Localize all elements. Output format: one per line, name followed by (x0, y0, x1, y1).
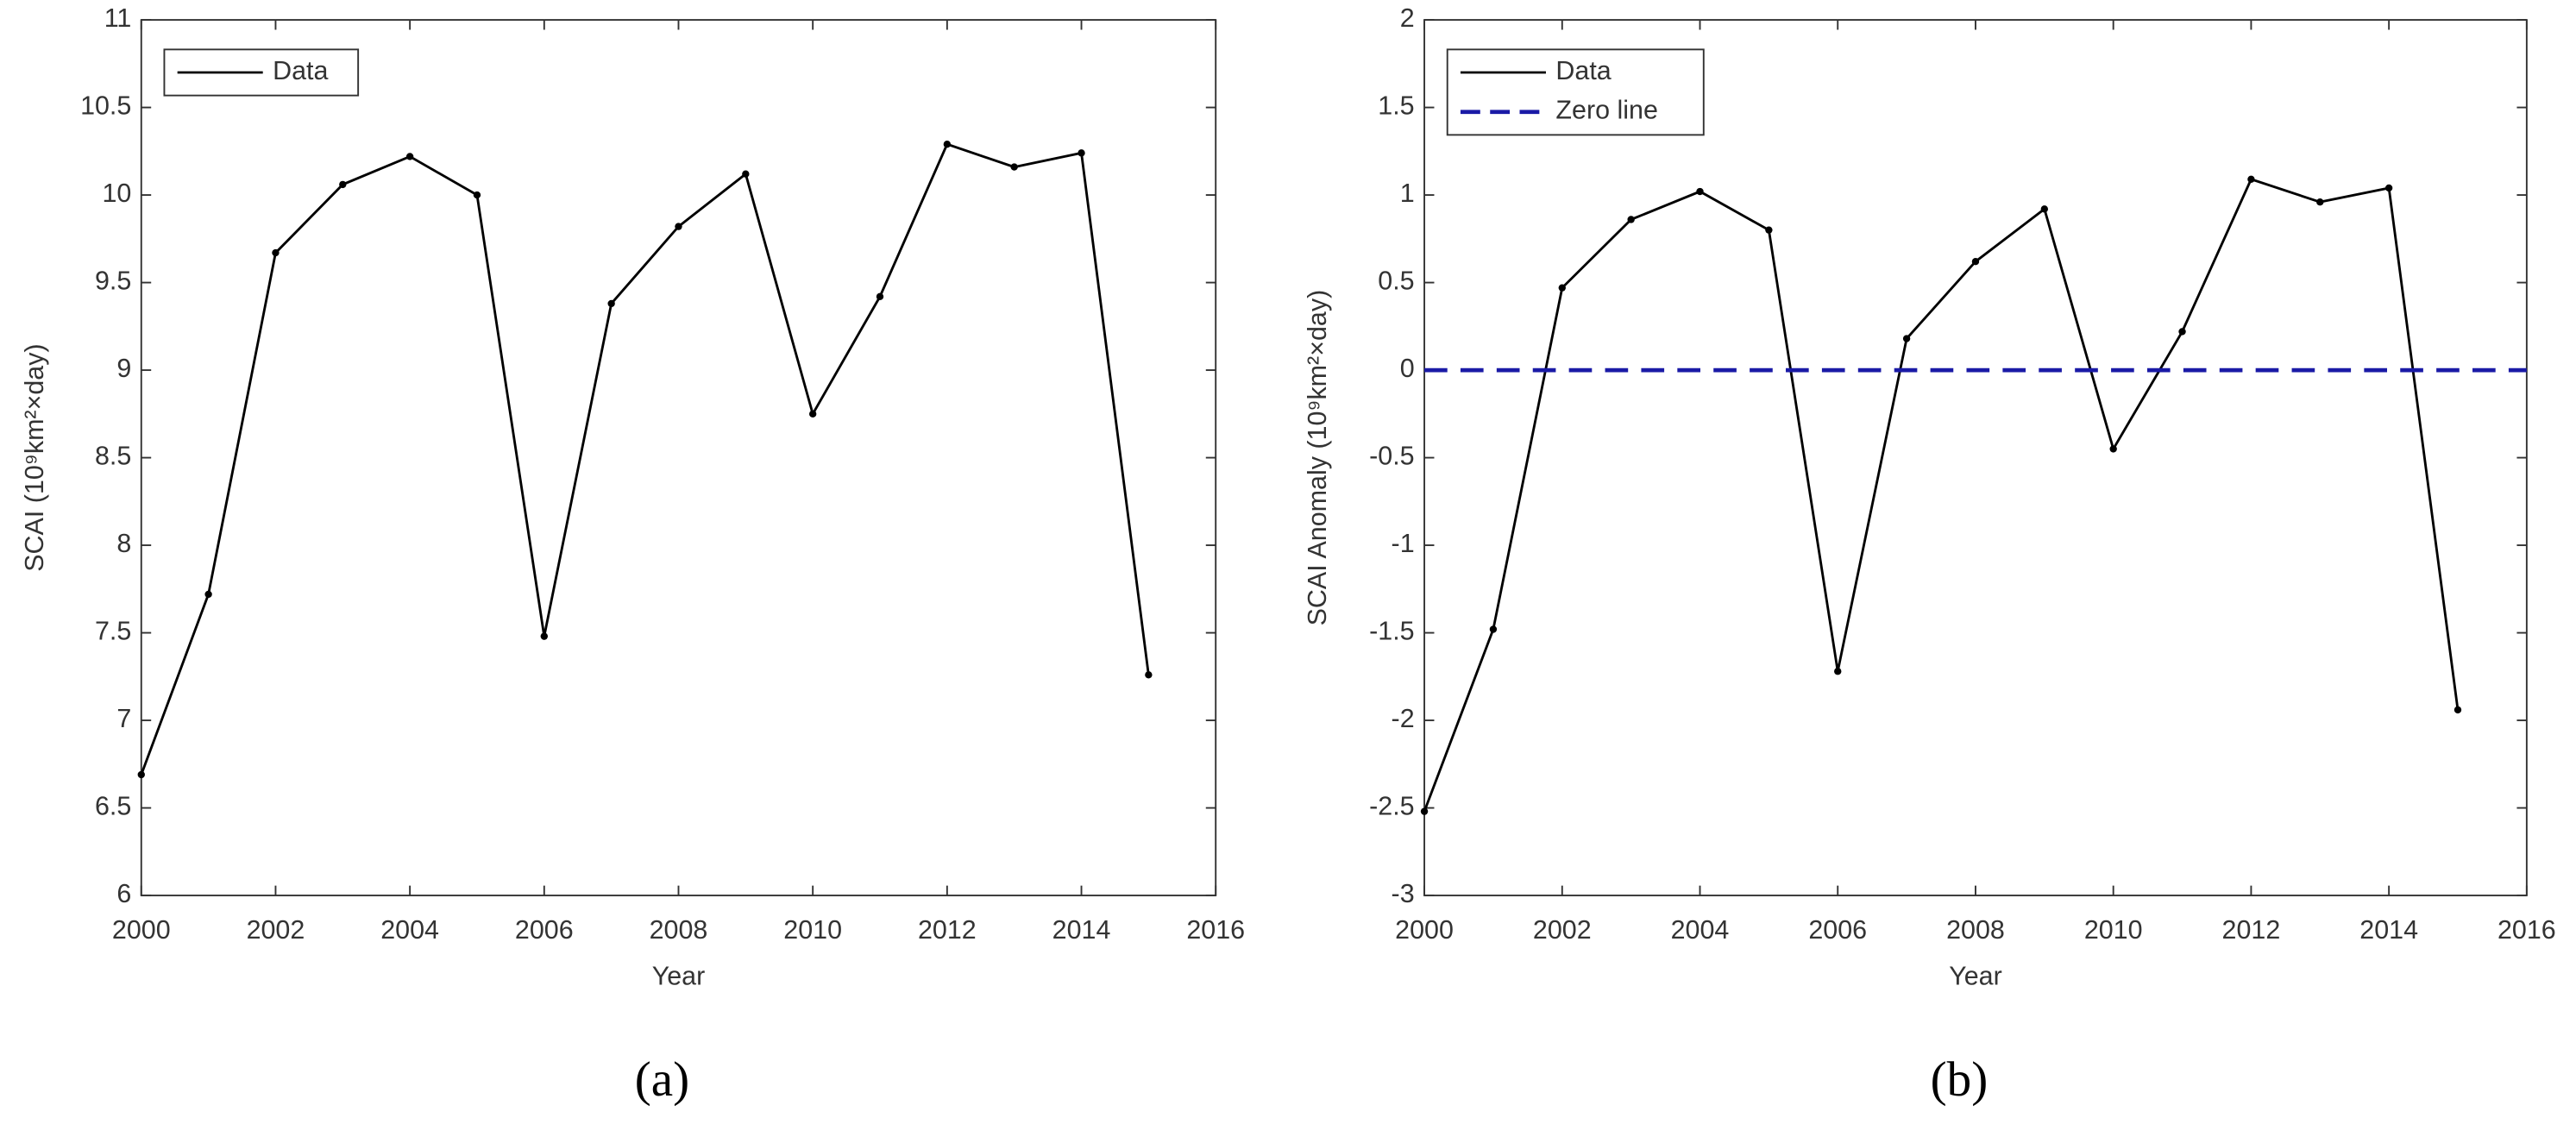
panel-label: (b) (1931, 1052, 1989, 1107)
data-point (1558, 284, 1566, 292)
x-tick-label: 2004 (380, 915, 439, 945)
x-tick-label: 2000 (1395, 915, 1454, 945)
x-tick-label: 2006 (1808, 915, 1867, 945)
y-tick-label: 9 (116, 354, 131, 383)
data-point (137, 770, 145, 779)
y-tick-label: 1 (1400, 179, 1415, 208)
data-point (808, 410, 817, 418)
data-point (1420, 807, 1429, 815)
data-point (876, 292, 884, 301)
data-point (1145, 671, 1153, 679)
panel-label: (a) (635, 1052, 689, 1107)
data-point (1834, 668, 1842, 675)
data-point (1627, 216, 1635, 223)
y-tick-label: 10.5 (80, 91, 131, 121)
y-tick-label: -1.5 (1369, 617, 1414, 646)
y-tick-label: -0.5 (1369, 442, 1414, 471)
y-tick-label: 8 (116, 529, 131, 558)
data-point (540, 632, 549, 640)
y-axis-label: SCAI (10⁹km²×day) (20, 343, 49, 571)
y-tick-label: -1 (1392, 529, 1415, 558)
x-axis-label: Year (1949, 961, 2002, 990)
data-point (2178, 328, 2186, 336)
x-tick-label: 2002 (247, 915, 305, 945)
data-point (405, 153, 414, 160)
x-tick-label: 2008 (650, 915, 708, 945)
y-tick-label: 6 (116, 879, 131, 908)
y-tick-label: 9.5 (95, 267, 131, 296)
data-point (339, 180, 347, 189)
data-point (1902, 335, 1911, 342)
x-tick-label: 2000 (112, 915, 171, 945)
data-point (2040, 205, 2049, 213)
data-point (2384, 184, 2393, 192)
data-point (1078, 149, 1085, 157)
data-point (943, 141, 952, 148)
legend-box (1446, 48, 1705, 136)
y-tick-label: 8.5 (95, 442, 131, 471)
x-tick-label: 2002 (1533, 915, 1592, 945)
plot-area (140, 19, 1217, 897)
y-tick-label: 2 (1400, 3, 1415, 33)
data-point (2453, 706, 2462, 714)
x-tick-label: 2010 (783, 915, 842, 945)
x-tick-label: 2014 (1052, 915, 1111, 945)
plot-area (1423, 19, 2528, 897)
y-tick-label: 1.5 (1378, 91, 1414, 121)
data-point (1971, 258, 1980, 266)
y-tick-label: 0 (1400, 354, 1415, 383)
data-point (1010, 163, 1018, 171)
y-tick-label: 6.5 (95, 792, 131, 821)
legend-label: Data (273, 56, 328, 85)
data-point (1696, 187, 1704, 196)
data-point (473, 191, 481, 199)
series-line (1423, 178, 2460, 813)
x-tick-label: 2012 (918, 915, 977, 945)
data-point (272, 248, 280, 257)
y-tick-label: 7 (116, 704, 131, 733)
x-tick-label: 2010 (2084, 915, 2143, 945)
y-tick-label: 7.5 (95, 617, 131, 646)
x-tick-label: 2016 (2497, 915, 2556, 945)
y-tick-label: 0.5 (1378, 267, 1414, 296)
y-tick-label: 10 (102, 179, 131, 208)
data-point (1765, 226, 1773, 234)
x-tick-label: 2004 (1671, 915, 1730, 945)
y-tick-label: -2.5 (1369, 792, 1414, 821)
data-point (1489, 625, 1498, 633)
legend-box (163, 48, 360, 97)
x-tick-label: 2006 (515, 915, 574, 945)
y-tick-label: 11 (104, 3, 132, 33)
y-tick-label: -3 (1392, 879, 1415, 908)
x-tick-label: 2008 (1946, 915, 2005, 945)
y-axis-label: SCAI Anomaly (10⁹km²×day) (1303, 290, 1332, 626)
y-tick-label: -2 (1392, 704, 1415, 733)
data-point (204, 590, 212, 599)
x-tick-label: 2016 (1186, 915, 1245, 945)
legend-label: Zero line (1555, 96, 1657, 125)
x-tick-label: 2012 (2222, 915, 2281, 945)
data-point (607, 299, 615, 308)
data-point (742, 170, 750, 178)
data-point (2109, 445, 2117, 453)
data-point (2247, 175, 2255, 183)
data-point (675, 223, 682, 230)
x-axis-label: Year (652, 961, 706, 990)
series-line (140, 142, 1150, 775)
legend-label: Data (1555, 56, 1611, 85)
x-tick-label: 2014 (2359, 915, 2418, 945)
data-point (2316, 198, 2324, 206)
